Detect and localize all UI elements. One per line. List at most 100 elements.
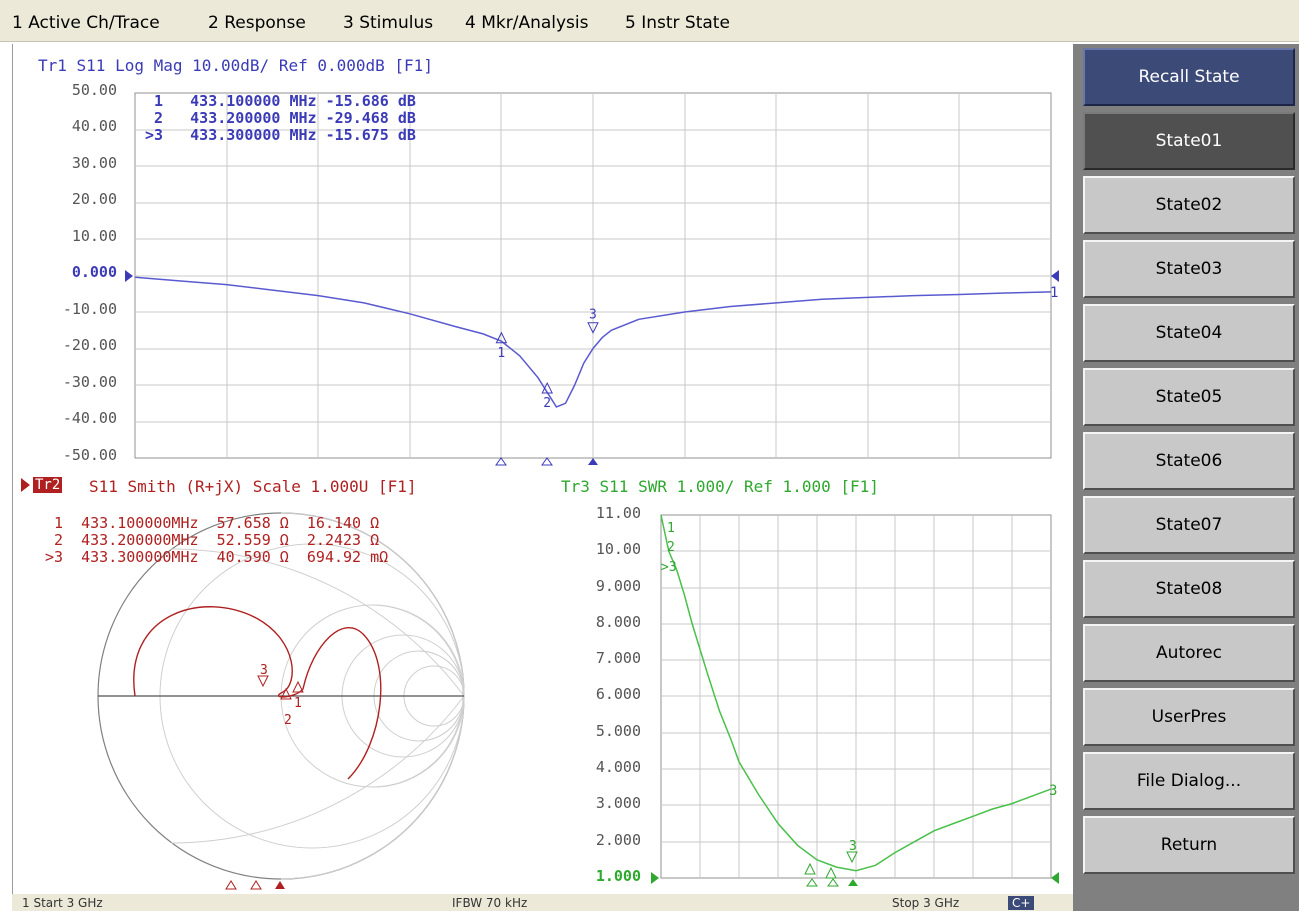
menu-response[interactable]: 2 Response bbox=[208, 13, 306, 33]
status-mode-badge[interactable]: C+ bbox=[1008, 896, 1035, 910]
trace1-ytick: -30.00 bbox=[62, 373, 117, 391]
smith-bottom-marker1-icon bbox=[225, 880, 237, 890]
smith-marker3-label: 3 bbox=[260, 663, 268, 678]
smith-bottom-marker2-icon bbox=[250, 880, 262, 890]
softkey-state03[interactable]: State03 bbox=[1083, 240, 1295, 298]
softkey-header-recall-state[interactable]: Recall State bbox=[1083, 48, 1295, 106]
trace1-ytick: 20.00 bbox=[71, 190, 117, 208]
trace2-marker-readout-3: >3 433.300000MHz 40.590 Ω 694.92 mΩ bbox=[45, 548, 389, 566]
smith-marker3-icon bbox=[257, 675, 269, 688]
trace1-marker-2-icon bbox=[541, 381, 554, 394]
trace2-marker-readout-1: 1 433.100000MHz 57.658 Ω 16.140 Ω bbox=[45, 514, 380, 532]
trace1-marker-2-label: 2 bbox=[543, 396, 551, 411]
trace1-bottom-markers bbox=[495, 457, 598, 466]
softkey-userpres[interactable]: UserPres bbox=[1083, 688, 1295, 746]
softkey-return[interactable]: Return bbox=[1083, 816, 1295, 874]
trace1-ytick: 30.00 bbox=[71, 154, 117, 172]
softkey-panel: Recall State State01 State02 State03 Sta… bbox=[1073, 44, 1299, 911]
trace-plots-svg: 123 1 bbox=[97, 92, 1059, 890]
softkey-file-dialog[interactable]: File Dialog... bbox=[1083, 752, 1295, 810]
trace1-ytick: 50.00 bbox=[71, 81, 117, 99]
trace3-ytick-ref: 1.000 bbox=[595, 867, 641, 885]
menu-stimulus[interactable]: 3 Stimulus bbox=[343, 13, 434, 33]
trace1-markers: 1 2 3 bbox=[495, 308, 599, 411]
status-stop: Stop 3 GHz bbox=[892, 896, 960, 910]
trace1-ytick: -20.00 bbox=[62, 336, 117, 354]
measurement-screen: Tr1 S11 Log Mag 10.00dB/ Ref 0.000dB [F1… bbox=[12, 44, 1074, 911]
swr-marker2-icon bbox=[825, 866, 837, 879]
trace3-ref-arrow-right-icon bbox=[1051, 872, 1059, 884]
trace3-ytick: 6.000 bbox=[595, 685, 641, 703]
softkey-state06[interactable]: State06 bbox=[1083, 432, 1295, 490]
smith-marker1-icon bbox=[292, 680, 304, 693]
trace3-line bbox=[660, 514, 1052, 872]
swr-marker3-label: 3 bbox=[849, 839, 857, 854]
softkey-state08[interactable]: State08 bbox=[1083, 560, 1295, 618]
trace3-ytick: 7.000 bbox=[595, 649, 641, 667]
trace1-ytick: -50.00 bbox=[62, 446, 117, 464]
trace2-smith-locus bbox=[133, 606, 382, 780]
trace3-bottom-markers bbox=[806, 878, 858, 887]
trace1-grid bbox=[134, 92, 1052, 459]
trace2-active-arrow-icon bbox=[21, 478, 30, 492]
trace3-ytick: 3.000 bbox=[595, 794, 641, 812]
trace1-ytick: -10.00 bbox=[62, 300, 117, 318]
trace3-title[interactable]: Tr3 S11 SWR 1.000/ Ref 1.000 [F1] bbox=[561, 477, 879, 496]
trace1-marker-1-icon bbox=[495, 331, 508, 344]
swr-top-label-2: 2 bbox=[667, 540, 675, 555]
trace1-marker-readout-2: 2 433.200000 MHz -29.468 dB bbox=[145, 109, 416, 127]
trace1-marker-3-label: 3 bbox=[589, 308, 597, 323]
smith-bottom-marker3-icon bbox=[275, 881, 285, 889]
softkey-state05[interactable]: State05 bbox=[1083, 368, 1295, 426]
trace1-marker-readout-1: 1 433.100000 MHz -15.686 dB bbox=[145, 92, 416, 110]
status-ifbw: IFBW 70 kHz bbox=[452, 896, 528, 910]
trace1-marker-readout-3: >3 433.300000 MHz -15.675 dB bbox=[145, 126, 416, 144]
trace1-line bbox=[134, 276, 1052, 408]
marker1-bottom-icon bbox=[495, 457, 507, 466]
smith-marker2-label: 2 bbox=[284, 713, 292, 728]
trace3-ytick: 2.000 bbox=[595, 831, 641, 849]
status-start: 1 Start 3 GHz bbox=[22, 896, 103, 910]
menu-mkr-analysis[interactable]: 4 Mkr/Analysis bbox=[465, 13, 589, 33]
menu-active-ch-trace[interactable]: 1 Active Ch/Trace bbox=[12, 13, 160, 33]
swr-marker1-icon bbox=[804, 862, 816, 875]
status-bar: 1 Start 3 GHz IFBW 70 kHz Stop 3 GHz C+ bbox=[12, 894, 1073, 911]
trace2-title[interactable]: S11 Smith (R+jX) Scale 1.000U [F1] bbox=[89, 477, 417, 496]
menu-instr-state[interactable]: 5 Instr State bbox=[625, 13, 730, 33]
menu-bar: 1 Active Ch/Trace 2 Response 3 Stimulus … bbox=[0, 0, 1299, 42]
trace3-ytick: 10.00 bbox=[595, 540, 641, 558]
softkey-state01[interactable]: State01 bbox=[1083, 112, 1295, 170]
trace1-ytick: -40.00 bbox=[62, 409, 117, 427]
trace1-ref-arrow-icon bbox=[125, 270, 133, 282]
softkey-autorec[interactable]: Autorec bbox=[1083, 624, 1295, 682]
trace3-end-label: 3 bbox=[1049, 783, 1057, 799]
trace3-ytick: 4.000 bbox=[595, 758, 641, 776]
smith-marker1-label: 1 bbox=[294, 696, 302, 711]
swr-marker3-icon bbox=[846, 851, 858, 864]
trace1-marker-3-icon bbox=[587, 322, 599, 334]
trace3-ytick: 9.000 bbox=[595, 577, 641, 595]
trace2-badge[interactable]: Tr2 bbox=[33, 477, 63, 493]
trace1-ytick-ref: 0.000 bbox=[71, 263, 117, 281]
smith-marker2-icon bbox=[280, 687, 292, 700]
trace3-ref-arrow-icon bbox=[651, 872, 659, 884]
trace1-ytick: 40.00 bbox=[71, 117, 117, 135]
trace1-end-label: 1 bbox=[1050, 285, 1058, 301]
trace1-ref-arrow-right-icon bbox=[1051, 270, 1059, 282]
marker2-bottom-icon bbox=[541, 457, 553, 466]
trace3-ytick: 11.00 bbox=[595, 504, 641, 522]
trace1-title[interactable]: Tr1 S11 Log Mag 10.00dB/ Ref 0.000dB [F1… bbox=[38, 56, 433, 75]
trace2-marker-readout-2: 2 433.200000MHz 52.559 Ω 2.2423 Ω bbox=[45, 531, 380, 549]
trace3-ytick: 5.000 bbox=[595, 722, 641, 740]
marker3-bottom-icon bbox=[588, 458, 598, 465]
trace3-grid bbox=[660, 514, 1052, 879]
swr-top-label-3: >3 bbox=[661, 560, 677, 575]
softkey-state02[interactable]: State02 bbox=[1083, 176, 1295, 234]
softkey-state04[interactable]: State04 bbox=[1083, 304, 1295, 362]
smith-chart: 3 2 1 bbox=[97, 512, 465, 890]
swr-top-label-1: 1 bbox=[667, 521, 675, 536]
trace1-ytick: 10.00 bbox=[71, 227, 117, 245]
trace3-ytick: 8.000 bbox=[595, 613, 641, 631]
trace1-marker-1-label: 1 bbox=[497, 346, 505, 361]
softkey-state07[interactable]: State07 bbox=[1083, 496, 1295, 554]
